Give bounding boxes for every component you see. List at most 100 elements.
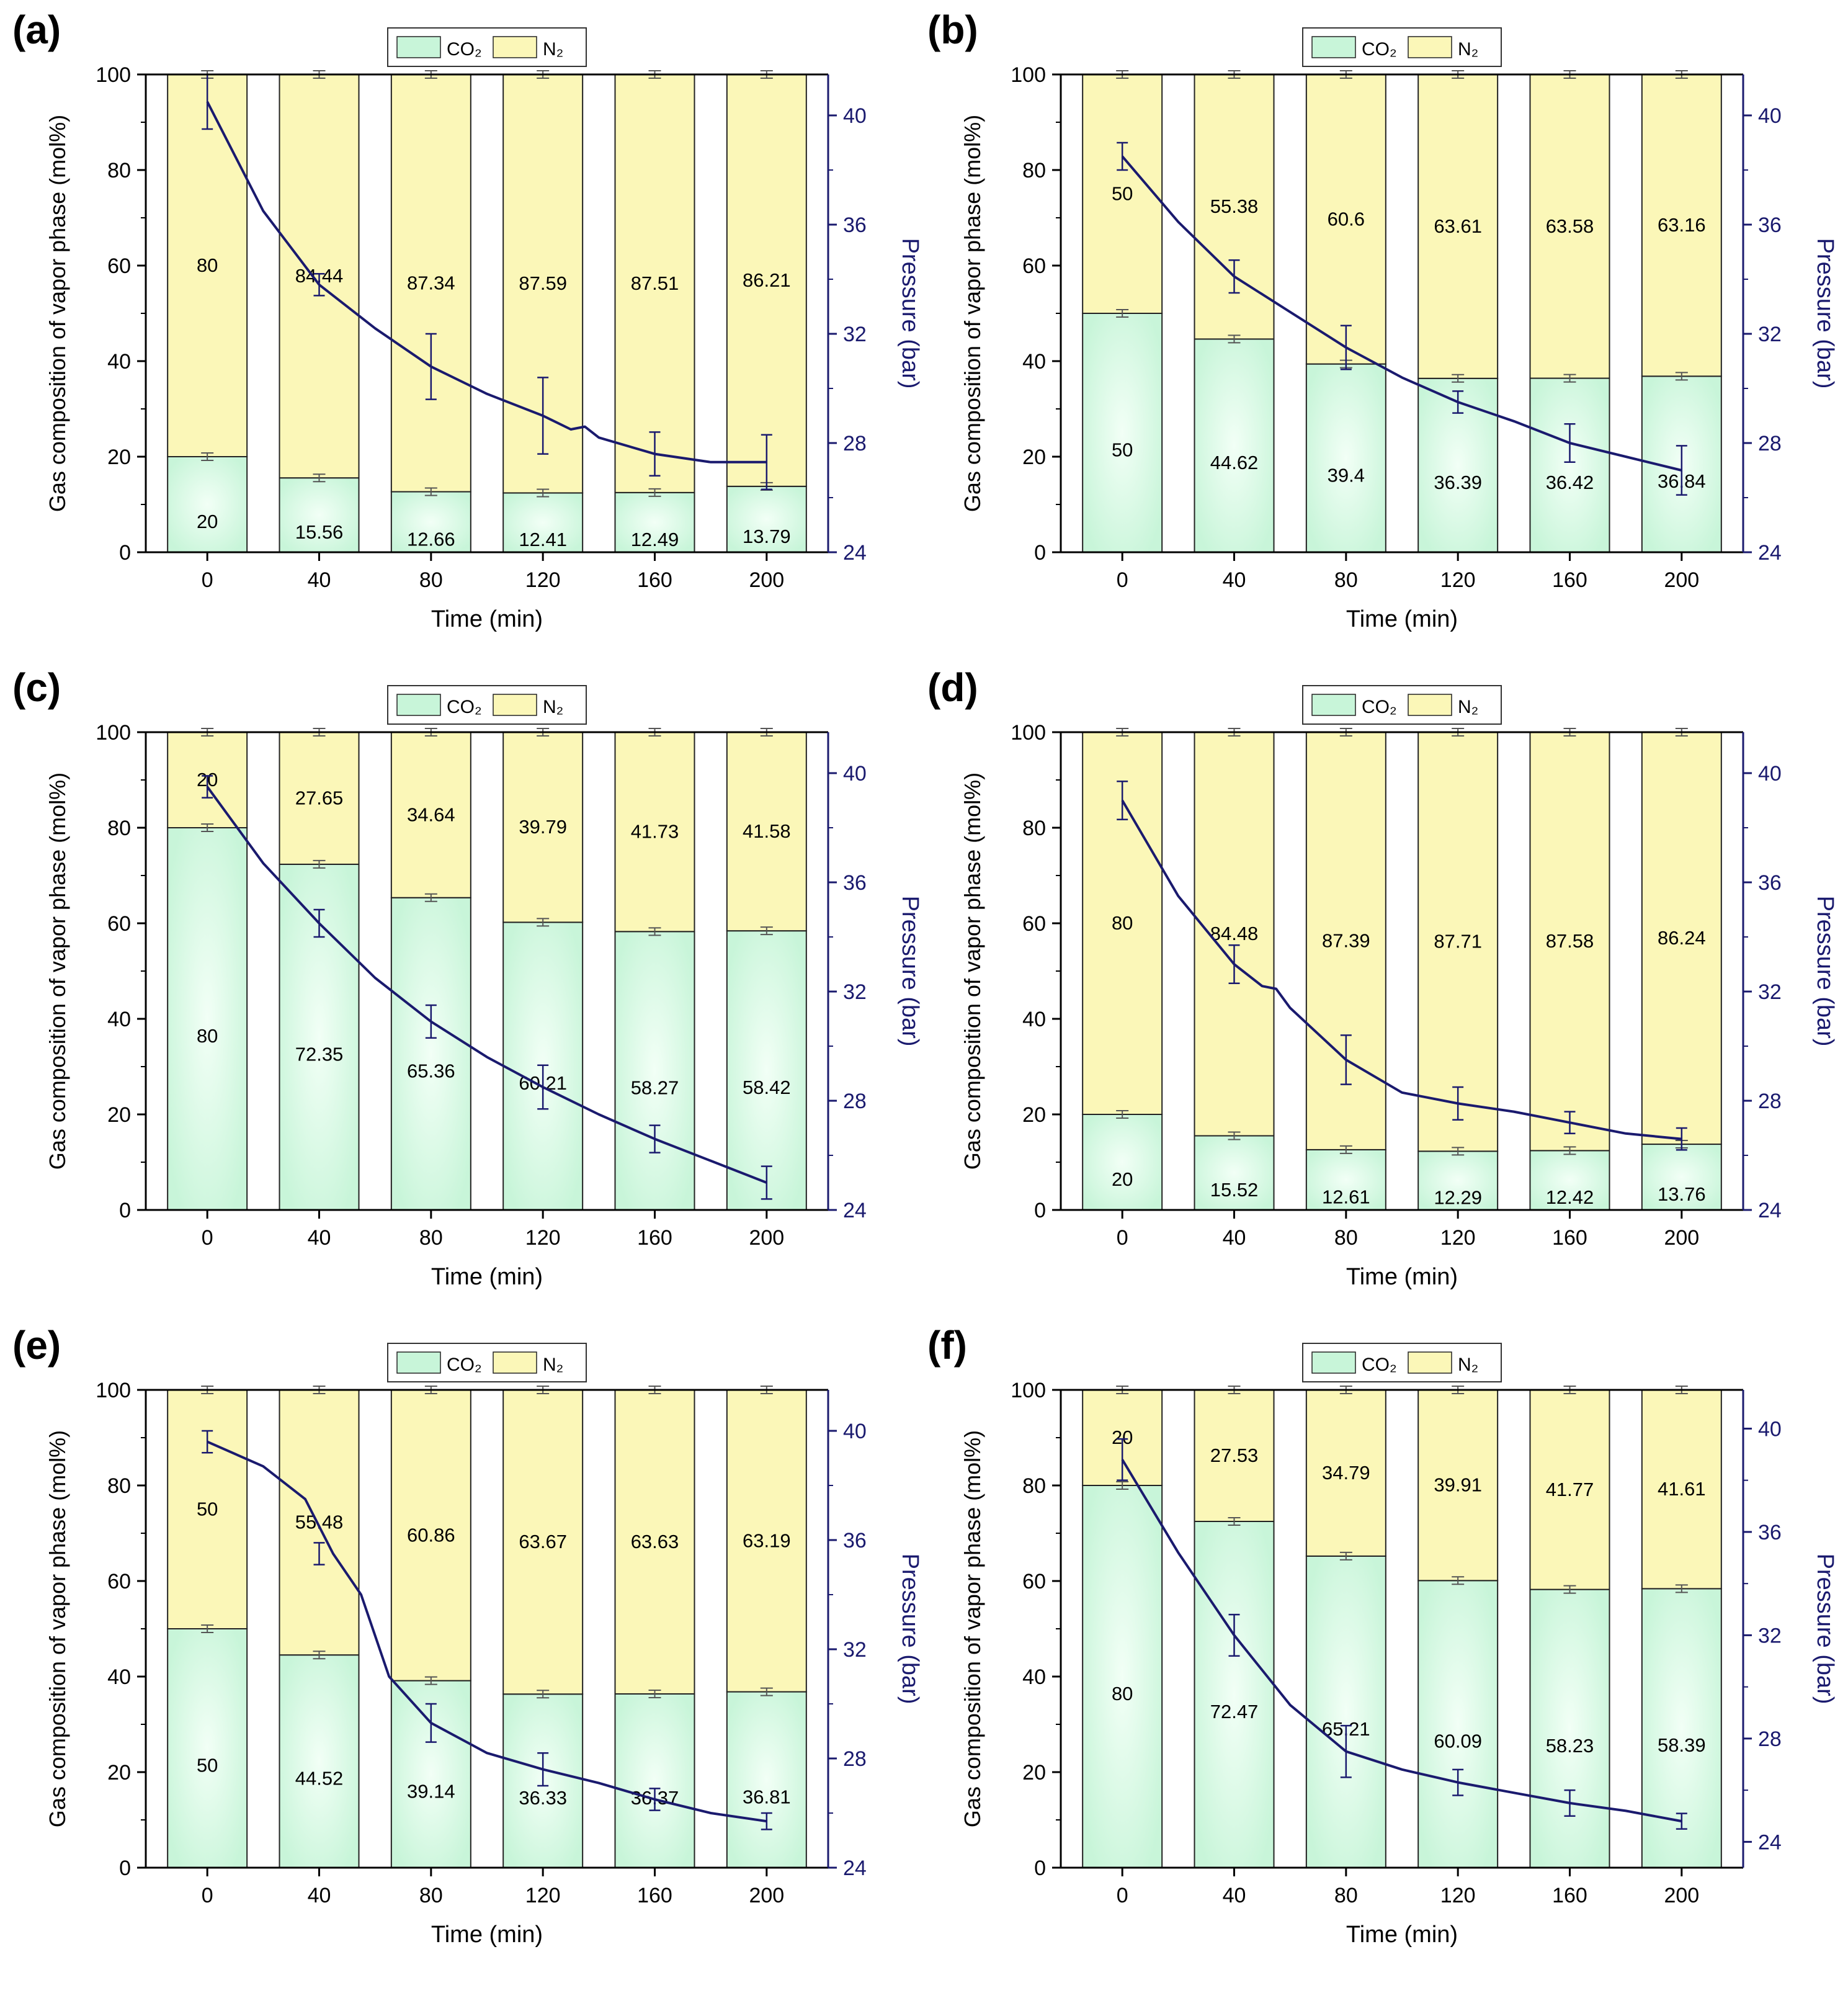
- data-label-co2: 58.39: [1658, 1734, 1706, 1756]
- data-label-n2: 55.48: [295, 1512, 344, 1533]
- y2-tick-label: 28: [843, 1090, 867, 1113]
- data-label-co2: 36.42: [1546, 472, 1594, 493]
- x-tick-label: 200: [1664, 1226, 1699, 1250]
- bar-errorbar-co2: [1452, 1147, 1465, 1156]
- bar-errorbar-co2: [1228, 1516, 1241, 1526]
- x-tick-label: 40: [308, 1226, 331, 1250]
- legend: CO₂ N₂: [1302, 685, 1502, 725]
- x-tick-label: 120: [525, 1884, 561, 1907]
- bar-errorbar-co2: [537, 918, 550, 927]
- bar-errorbar-co2: [760, 1687, 773, 1696]
- y-axis-title: Gas composition of vapor phase (mol%): [45, 115, 70, 512]
- y2-tick-label: 28: [1758, 1727, 1782, 1751]
- legend-label-n2: N₂: [1458, 1355, 1478, 1375]
- data-label-n2: 39.79: [519, 816, 567, 838]
- bar-errorbar-co2: [1452, 374, 1465, 383]
- data-label-co2: 44.52: [295, 1768, 344, 1789]
- y-tick-label: 20: [1022, 446, 1046, 469]
- bar-n2: [167, 1389, 248, 1629]
- y-tick-label: 40: [107, 1008, 131, 1031]
- y2-tick-label: 24: [843, 1199, 867, 1222]
- y-tick-label: 80: [1022, 159, 1046, 182]
- bar-errorbar-co2: [1228, 1131, 1241, 1140]
- y2-tick-label: 28: [1758, 1090, 1782, 1113]
- pressure-errorbar: [1452, 1086, 1464, 1121]
- y2-tick-label: 40: [843, 1420, 867, 1443]
- y-tick-label: 60: [107, 1570, 131, 1593]
- y2-tick-label: 32: [1758, 1624, 1782, 1647]
- x-tick-label: 200: [749, 1884, 784, 1907]
- x-tick-label: 200: [749, 1226, 784, 1250]
- data-label-n2: 87.58: [1546, 930, 1594, 952]
- data-label-n2: 41.77: [1546, 1479, 1594, 1500]
- data-label-co2: 80: [1112, 1683, 1133, 1704]
- pressure-errorbar: [1452, 1768, 1464, 1796]
- y2-axis-title: Pressure (bar): [897, 896, 923, 1047]
- y2-tick-label: 32: [843, 1638, 867, 1662]
- data-label-co2: 15.52: [1210, 1179, 1259, 1201]
- bar-co2: [614, 1693, 695, 1868]
- legend-swatch-n2: [493, 694, 537, 716]
- bar-n2: [1529, 732, 1610, 1152]
- data-label-co2: 13.79: [743, 526, 791, 547]
- pressure-errorbar: [313, 1542, 325, 1565]
- data-label-n2: 80: [1112, 912, 1133, 934]
- data-label-co2: 60.09: [1434, 1731, 1482, 1752]
- legend-swatch-co2: [396, 694, 441, 716]
- x-tick-label: 0: [1117, 1226, 1128, 1250]
- data-label-n2: 63.63: [631, 1531, 679, 1552]
- pressure-errorbar: [1117, 780, 1128, 821]
- bar-errorbar-co2: [1339, 1145, 1352, 1154]
- data-label-n2: 87.51: [631, 272, 679, 294]
- pressure-errorbar: [761, 1812, 772, 1830]
- data-label-n2: 86.21: [743, 269, 791, 291]
- legend: CO₂ N₂: [1302, 27, 1502, 67]
- data-label-n2: 87.39: [1322, 929, 1370, 951]
- legend-label-n2: N₂: [543, 39, 563, 60]
- pressure-errorbar: [313, 908, 325, 938]
- data-label-co2: 72.35: [295, 1043, 344, 1065]
- x-tick-label: 80: [1334, 1884, 1358, 1907]
- data-label-co2: 12.49: [631, 529, 679, 550]
- bar-co2: [1417, 1580, 1499, 1868]
- y2-tick-label: 40: [843, 104, 867, 128]
- bar-co2: [167, 827, 248, 1211]
- pressure-errorbar: [537, 377, 549, 455]
- y-tick-label: 60: [107, 912, 131, 936]
- bar-errorbar-co2: [648, 1689, 661, 1698]
- x-tick-label: 0: [202, 1884, 213, 1907]
- data-label-n2: 80: [197, 254, 218, 276]
- panel-label: (f): [927, 1323, 967, 1368]
- legend-label-n2: N₂: [1458, 697, 1478, 717]
- bar-co2: [1082, 313, 1163, 553]
- y-tick-label: 80: [1022, 1474, 1046, 1498]
- legend-swatch-n2: [493, 36, 537, 58]
- x-tick-label: 0: [202, 1226, 213, 1250]
- y-tick-label: 0: [119, 541, 131, 565]
- x-tick-label: 160: [1552, 568, 1587, 592]
- data-label-co2: 44.62: [1210, 452, 1259, 473]
- x-axis-title: Time (min): [431, 1922, 543, 1948]
- y2-tick-label: 32: [843, 323, 867, 346]
- pressure-errorbar: [1117, 141, 1128, 171]
- bar-co2: [1529, 1588, 1610, 1868]
- y-tick-label: 100: [96, 721, 131, 745]
- y-tick-label: 20: [107, 1761, 131, 1785]
- legend: CO₂ N₂: [387, 27, 587, 67]
- y-tick-label: 20: [107, 446, 131, 469]
- pressure-errorbar: [1117, 1438, 1128, 1481]
- x-tick-label: 160: [1552, 1884, 1587, 1907]
- bar-errorbar-co2: [201, 823, 214, 832]
- y-tick-label: 20: [107, 1103, 131, 1127]
- pressure-errorbar: [537, 1064, 549, 1110]
- y2-tick-label: 36: [843, 213, 867, 237]
- x-tick-label: 0: [1117, 568, 1128, 592]
- bar-errorbar-co2: [648, 488, 661, 497]
- legend: CO₂ N₂: [1302, 1343, 1502, 1382]
- bar-errorbar-co2: [1116, 309, 1129, 318]
- bar-co2: [390, 897, 471, 1211]
- data-label-co2: 72.47: [1210, 1701, 1259, 1722]
- bar-n2: [279, 1389, 360, 1656]
- y2-axis-title: Pressure (bar): [1812, 238, 1838, 389]
- pressure-errorbar: [1564, 1111, 1576, 1135]
